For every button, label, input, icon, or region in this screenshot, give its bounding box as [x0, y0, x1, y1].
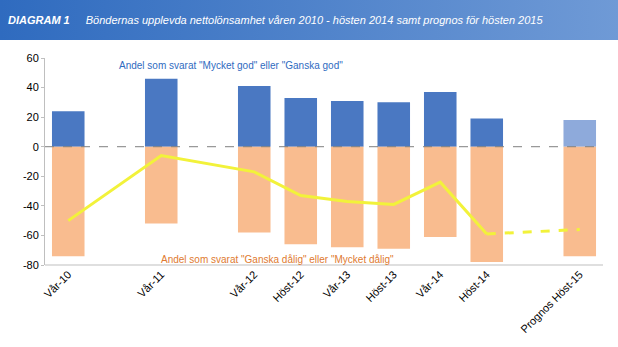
- svg-text:Vår-10: Vår-10: [42, 268, 74, 300]
- html-text:Böndernas upplevda nettolönsam: Böndernas upplevda nettolönsamhet våren …: [85, 14, 543, 26]
- svg-text:40: 40: [27, 81, 39, 93]
- svg-text:60: 60: [27, 52, 39, 64]
- html-text:DIAGRAM 1: DIAGRAM 1: [8, 14, 70, 26]
- svg-text:Höst-12: Höst-12: [270, 268, 306, 304]
- svg-text:Vår-12: Vår-12: [228, 268, 260, 300]
- svg-text:-80: -80: [23, 259, 39, 271]
- svg-text:Andel som svarat "Mycket god": Andel som svarat "Mycket god" eller "Gan…: [119, 60, 343, 71]
- svg-text:Höst-13: Höst-13: [363, 268, 399, 304]
- svg-text:Prognos Höst-15: Prognos Höst-15: [518, 268, 585, 335]
- svg-text:Höst-14: Höst-14: [456, 268, 492, 304]
- svg-text:Vår-11: Vår-11: [135, 268, 166, 299]
- svg-text:Vår-13: Vår-13: [321, 268, 353, 300]
- svg-text:-60: -60: [23, 229, 39, 241]
- svg-text:20: 20: [27, 111, 39, 123]
- svg-text:0: 0: [33, 141, 39, 153]
- svg-text:Vår-14: Vår-14: [414, 268, 446, 300]
- svg-text:-40: -40: [23, 200, 39, 212]
- svg-text:-20: -20: [23, 170, 39, 182]
- svg-text:Andel som svarat "Ganska dålig: Andel som svarat "Ganska dålig" eller "M…: [161, 254, 394, 265]
